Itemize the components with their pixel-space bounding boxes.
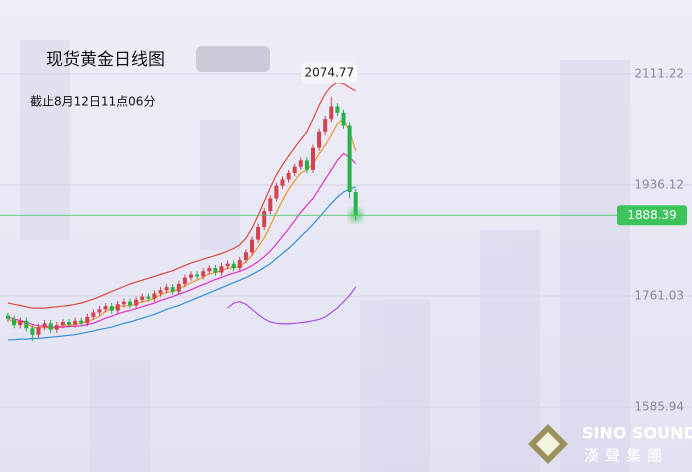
candle-body	[237, 259, 242, 269]
candle-body	[243, 252, 248, 260]
candle-body	[311, 147, 315, 170]
candle-body	[256, 226, 261, 240]
candle-body	[213, 268, 218, 273]
candle-body	[292, 166, 297, 174]
chart-title: 现货黄金日线图	[46, 50, 165, 70]
candle-body	[109, 306, 114, 311]
candle-body	[219, 266, 224, 273]
indicator-line	[7, 81, 356, 309]
candle-body	[182, 277, 187, 284]
y-tick-label: 1936.12	[634, 178, 684, 192]
candle-body	[121, 301, 126, 305]
y-tick-label: 1585.94	[634, 399, 684, 413]
candle-body	[79, 320, 84, 324]
candle-body	[91, 312, 96, 317]
candle-body	[30, 328, 35, 335]
candle-body	[36, 327, 41, 335]
candle-body	[323, 119, 328, 132]
candle-body	[353, 192, 358, 216]
current-price-box	[617, 205, 687, 226]
candle-body	[140, 296, 145, 300]
blurred-text	[196, 46, 270, 72]
candle-body	[329, 106, 334, 120]
candle-body	[225, 263, 230, 267]
candle-body	[317, 131, 322, 148]
candle-body	[286, 173, 291, 180]
candle-body	[347, 125, 352, 193]
y-tick-label: 1761.03	[634, 288, 684, 302]
candle-body	[231, 263, 236, 269]
watermark-brand: SINO SOUND	[582, 424, 692, 443]
candle-body	[158, 290, 163, 294]
watermark: SINO SOUND 漢聲集團	[528, 424, 692, 465]
candle-body	[134, 299, 139, 306]
background-buildings	[20, 40, 630, 472]
candle-body	[335, 106, 340, 113]
watermark-brand-cn: 漢聲集團	[584, 447, 668, 465]
candle-body	[207, 268, 212, 272]
candle-body	[274, 185, 279, 199]
current-price-label: 1888.39	[627, 208, 677, 222]
candle-body	[268, 198, 273, 212]
candle-body	[103, 306, 108, 310]
candle-body	[73, 320, 78, 325]
candle-body	[12, 318, 17, 326]
candle-body	[170, 287, 175, 292]
candle-body	[42, 323, 47, 328]
candle-body	[304, 160, 309, 170]
indicator-line	[8, 186, 356, 341]
candle-body	[115, 304, 120, 311]
candle-body	[280, 179, 285, 186]
candle-body	[60, 322, 65, 326]
candle-body	[24, 320, 29, 329]
candle-body	[97, 309, 102, 313]
candle-body	[298, 160, 303, 167]
indicator-line	[7, 152, 357, 328]
candle-body	[18, 320, 23, 326]
candle-body	[164, 287, 169, 291]
candle-body	[189, 274, 193, 278]
candle-body	[54, 325, 59, 330]
candle-body	[201, 271, 206, 277]
candle-body	[152, 293, 157, 299]
y-tick-label: 2111.22	[634, 66, 684, 80]
candle-body	[146, 296, 151, 299]
candle-body	[250, 239, 254, 253]
indicator-line	[227, 286, 357, 325]
candle-body	[195, 274, 200, 277]
max-label-box	[301, 63, 358, 84]
max-label: 2074.77	[304, 66, 354, 80]
candle-body	[67, 322, 71, 325]
indicator-line	[7, 118, 357, 329]
candle-body	[262, 211, 267, 227]
chart-subtitle: 截止8月12日11点06分	[30, 95, 155, 109]
candle-body	[48, 323, 53, 330]
candle-body	[176, 283, 181, 292]
candle-body	[6, 315, 10, 319]
candle-body	[85, 316, 90, 324]
candle-body	[341, 112, 346, 126]
candle-body	[128, 301, 132, 306]
